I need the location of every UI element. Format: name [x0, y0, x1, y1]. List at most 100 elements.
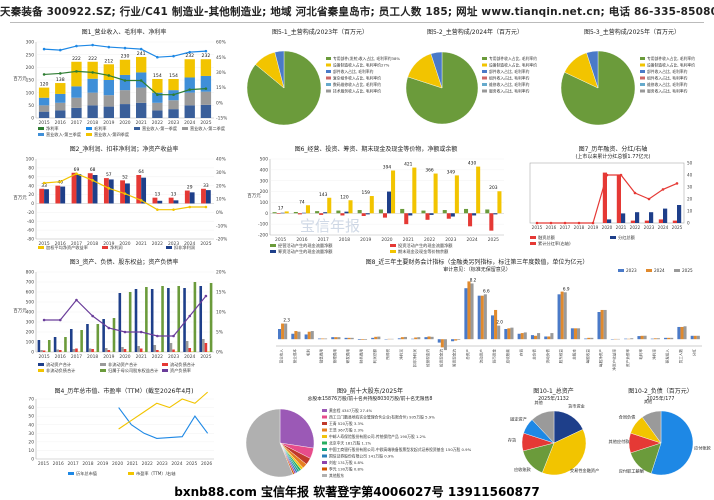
legend-label: 扣非净利润 [174, 244, 195, 251]
indicator-bar [517, 333, 521, 340]
profit-value-label: 68 [90, 167, 96, 173]
indicator-bar [533, 335, 538, 340]
pie-slice [650, 410, 694, 476]
x-tick-label: 2021 [127, 461, 138, 467]
legend-swatch [482, 76, 487, 80]
balance-bar [199, 286, 203, 352]
y-tick-label: 40 [28, 183, 34, 189]
debt-ratio-line-point [58, 318, 62, 322]
indicator-category-label: 销售费用 [319, 349, 324, 364]
x-tick-label: 2017 [71, 241, 82, 247]
legend-label: 专用部件收入占比, 毛利率约 [489, 56, 537, 61]
profit-value-label: 13 [155, 192, 161, 198]
legend-label: 部件收入占比, 毛利率约 [333, 69, 374, 74]
legend-swatch [390, 244, 396, 247]
legend-label: 非流动负债合计 [46, 367, 75, 374]
cashflow-bar [365, 213, 370, 215]
balance-bar [204, 343, 208, 352]
revenue-total-label: 212 [104, 58, 113, 64]
pie-slice-label: 固定资产 [510, 415, 527, 422]
indicator-bar [427, 336, 431, 340]
cash-balance-label: 203 [489, 185, 498, 191]
legend-swatch [326, 89, 331, 93]
profit-bar [60, 186, 66, 204]
legend-swatch [482, 57, 487, 60]
balance-bar [118, 293, 122, 352]
revenue-bar [87, 92, 98, 106]
margin-line-point [156, 93, 159, 96]
y-tick-label: 40 [28, 422, 34, 428]
balance-bar [191, 351, 194, 352]
cashflow-bar [336, 210, 341, 214]
indicator-bar [670, 337, 674, 340]
roe-line-point [91, 179, 94, 182]
x-tick-label: 2026 [201, 461, 212, 467]
header-divider [10, 22, 704, 23]
y-tick-label: 200 [26, 65, 35, 71]
y2-tick-label: 0% [216, 350, 223, 356]
revenue-bar [55, 110, 66, 118]
legend-label: 王浩 367万股 2.3% [329, 428, 364, 433]
cashflow-bar [454, 175, 459, 214]
x-tick-label: 2018 [339, 237, 350, 243]
indicator-bar [520, 333, 524, 340]
financing-bar [621, 213, 626, 223]
indicator-category-label: 投资现金流 [438, 349, 443, 367]
indicator-category-label: 财务费用 [359, 349, 364, 364]
revenue-bar [200, 75, 212, 92]
revenue-bar [38, 105, 50, 112]
balance-bar [75, 348, 78, 352]
y-tick-label: 200 [260, 189, 269, 195]
cashflow-bar [472, 213, 477, 216]
margin-line-point [107, 74, 111, 77]
revenue-total-label: 120 [40, 82, 49, 88]
legend-swatch [618, 269, 624, 272]
x-tick-label: 2018 [82, 461, 93, 467]
indicator-bar [507, 328, 511, 340]
indicator-bar [451, 339, 455, 342]
profit-bar [157, 200, 163, 204]
x-tick-label: 2021 [136, 120, 147, 126]
legend-label: 净利润 [110, 244, 123, 251]
x-tick-label: 2017 [67, 461, 78, 467]
indicator-bar [403, 336, 407, 340]
revenue-total-label: 230 [121, 54, 130, 60]
balance-bar [183, 288, 186, 352]
legend-swatch [482, 63, 487, 67]
roe-line-point [123, 192, 127, 195]
roe-line-point [139, 199, 143, 202]
legend-swatch [482, 89, 487, 93]
roe-line-point [172, 208, 175, 211]
cashflow-bar [442, 210, 447, 214]
indicator-bar [653, 338, 657, 340]
x-tick-label: 2018 [87, 241, 98, 247]
indicator-bar [350, 337, 354, 340]
indicator-bar [590, 337, 594, 340]
indicator-bar [576, 328, 581, 340]
legend-swatch [38, 363, 44, 366]
revenue-bar [55, 83, 66, 94]
balance-bar [58, 350, 62, 352]
cash-balance-label: 430 [468, 161, 477, 167]
indicator-bar [360, 339, 364, 340]
indicator-bar [347, 337, 351, 340]
legend-label: 净利率 [46, 125, 59, 132]
x-tick-label: 2022 [424, 237, 435, 243]
y-tick-label: -80 [27, 237, 34, 243]
revenue-bar [103, 80, 114, 96]
y-axis-label: 百万元 [13, 76, 27, 82]
indicator-value-label: 6.6 [483, 288, 490, 293]
revenue-bar [103, 106, 114, 118]
footer-copyright: bxnb88.com 宝信年报 软著登字第4006027号 1391156087… [174, 485, 540, 499]
dividend-rate-line-point [675, 182, 679, 185]
y-tick-label: 0 [31, 201, 34, 207]
revenue-bar [200, 104, 212, 118]
indicator-category-label: 股东权益 [558, 349, 563, 364]
balance-bar [137, 346, 140, 352]
x-tick-label: 2018 [574, 225, 585, 230]
legend-label: 归属于母公司股东权益合计 [108, 367, 158, 374]
y2-tick-label: 20% [216, 183, 226, 189]
indicator-bar [664, 337, 668, 340]
